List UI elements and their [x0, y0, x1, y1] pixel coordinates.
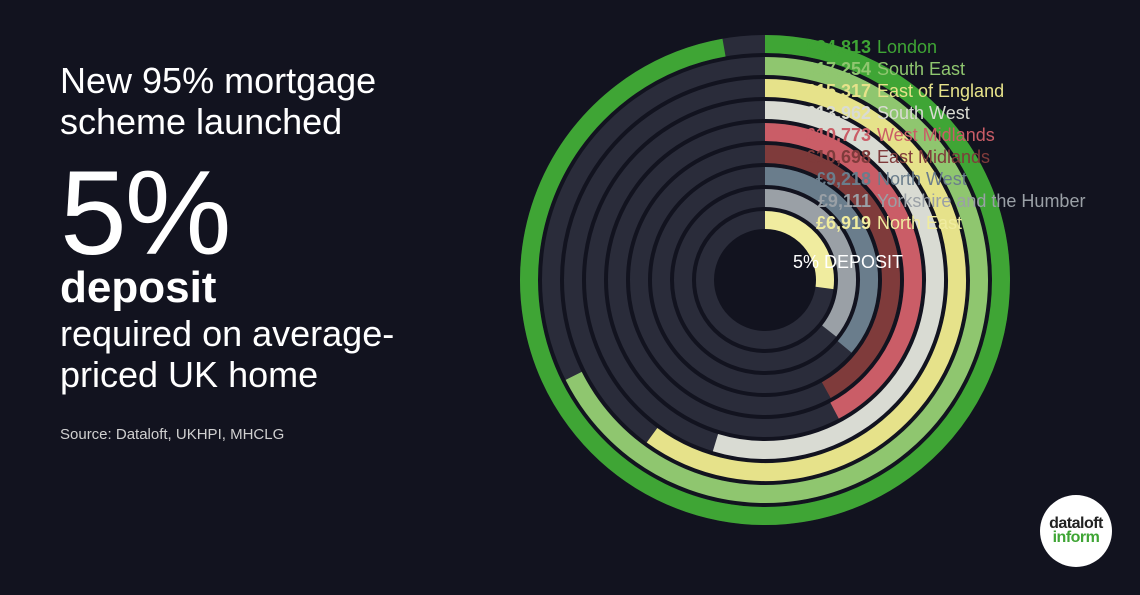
legend-amount: £9,218	[793, 168, 871, 190]
legend-row: £9,218 North West	[793, 168, 1085, 190]
big-number: 5%	[60, 153, 229, 273]
legend-amount: £24,813	[793, 36, 871, 58]
legend-label: London	[877, 37, 937, 57]
legend-label: West Midlands	[877, 125, 995, 145]
center-label: 5% DEPOSIT	[793, 252, 903, 273]
legend-label: East of England	[877, 81, 1004, 101]
legend-amount: £15,317	[793, 80, 871, 102]
sub-bold: deposit	[60, 265, 480, 311]
legend-label: North West	[877, 169, 967, 189]
sub-rest: required on average-priced UK home	[60, 313, 480, 396]
legend-row: £17,254 South East	[793, 58, 1085, 80]
source-line: Source: Dataloft, UKHPI, MHCLG	[60, 426, 480, 443]
logo-line-2: inform	[1053, 531, 1100, 545]
legend: £24,813 London £17,254 South East £15,317 Eas…	[793, 36, 1085, 234]
legend-row: £15,317 East of England	[793, 80, 1085, 102]
legend-row: £10,698 East Midlands	[793, 146, 1085, 168]
radial-chart: £24,813 London £17,254 South East £15,317 Eas…	[460, 30, 1080, 590]
legend-label: East Midlands	[877, 147, 990, 167]
legend-row: £10,773 West Midlands	[793, 124, 1085, 146]
legend-label: Yorkshire and the Humber	[877, 191, 1085, 211]
legend-amount: £10,698	[793, 146, 871, 168]
legend-label: South West	[877, 103, 970, 123]
legend-row: £6,919 North East	[793, 212, 1085, 234]
legend-amount: £10,773	[793, 124, 871, 146]
headline: New 95% mortgage scheme launched	[60, 60, 480, 143]
legend-amount: £9,111	[793, 190, 871, 212]
legend-amount: £6,919	[793, 212, 871, 234]
legend-label: North East	[877, 213, 962, 233]
legend-amount: £17,254	[793, 58, 871, 80]
legend-row: £13,962 South West	[793, 102, 1085, 124]
legend-row: £9,111 Yorkshire and the Humber	[793, 190, 1085, 212]
legend-label: South East	[877, 59, 965, 79]
legend-amount: £13,962	[793, 102, 871, 124]
big-number-row: 5%	[60, 153, 480, 273]
text-block: New 95% mortgage scheme launched 5% depo…	[60, 60, 480, 443]
legend-row: £24,813 London	[793, 36, 1085, 58]
brand-logo: dataloft inform	[1040, 495, 1112, 567]
